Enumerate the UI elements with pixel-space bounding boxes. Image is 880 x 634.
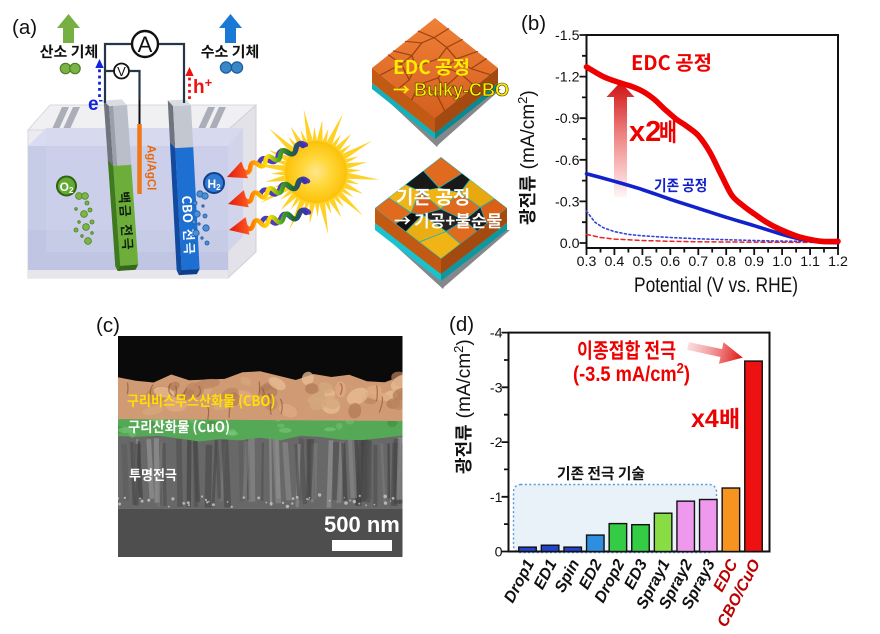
svg-text:(a): (a): [12, 16, 37, 39]
svg-text:Bulky-CBO: Bulky-CBO: [414, 80, 509, 100]
svg-text:Ag/AgCl: Ag/AgCl: [145, 145, 157, 190]
svg-text:0.0: 0.0: [560, 236, 580, 252]
svg-text:-1.5: -1.5: [555, 28, 580, 44]
svg-text:0.9: 0.9: [744, 254, 764, 270]
svg-text:-4: -4: [490, 326, 503, 342]
svg-text:V: V: [117, 64, 126, 79]
svg-text:-0.9: -0.9: [555, 111, 580, 127]
svg-text:A: A: [138, 32, 153, 57]
svg-text:1.1: 1.1: [800, 254, 820, 270]
svg-text:-1.2: -1.2: [555, 70, 580, 86]
svg-text:(d): (d): [449, 313, 474, 336]
svg-text:0.5: 0.5: [633, 254, 653, 270]
svg-text:0.4: 0.4: [605, 254, 625, 270]
svg-text:(-3.5 mA/cm2): (-3.5 mA/cm2): [573, 360, 690, 386]
svg-text:Potential (V vs. RHE): Potential (V vs. RHE): [634, 274, 798, 297]
svg-text:x4: x4: [691, 405, 719, 433]
svg-text:-3: -3: [490, 380, 503, 396]
svg-text:0.7: 0.7: [688, 254, 708, 270]
svg-text:x2: x2: [629, 116, 661, 148]
svg-text:-0.6: -0.6: [555, 153, 580, 169]
svg-text:-1: -1: [490, 490, 503, 506]
svg-text:(c): (c): [96, 314, 120, 337]
svg-text:-0.3: -0.3: [555, 194, 580, 210]
svg-text:Spin: Spin: [552, 557, 583, 596]
svg-text:-2: -2: [490, 435, 503, 451]
svg-text:(mA/cm2): (mA/cm2): [451, 339, 475, 418]
svg-text:0.3: 0.3: [577, 254, 597, 270]
svg-text:(b): (b): [521, 12, 546, 35]
svg-text:0.8: 0.8: [716, 254, 736, 270]
svg-text:1.0: 1.0: [772, 254, 792, 270]
svg-text:1.2: 1.2: [828, 254, 848, 270]
svg-text:0: 0: [495, 545, 503, 561]
svg-text:0.6: 0.6: [660, 254, 680, 270]
svg-text:500 nm: 500 nm: [324, 512, 400, 537]
svg-text:(mA/cm2): (mA/cm2): [515, 90, 539, 169]
svg-text:h+: h+: [193, 75, 213, 98]
